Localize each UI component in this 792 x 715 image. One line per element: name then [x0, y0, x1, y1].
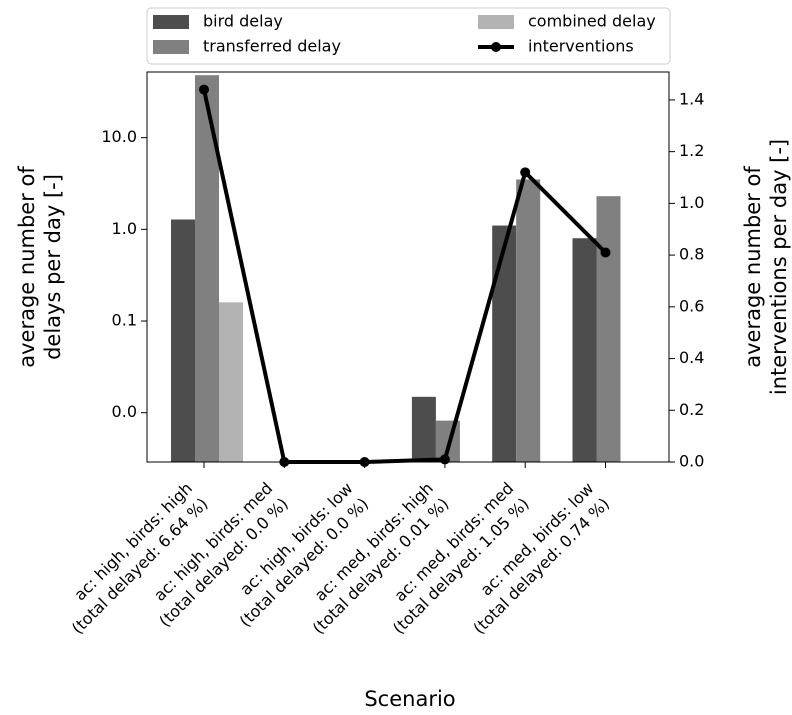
- legend-box: [146, 7, 671, 65]
- y-tick-label: 1.0: [112, 219, 137, 238]
- y2-axis-label-line: average number of: [741, 166, 765, 368]
- bar: [411, 396, 436, 462]
- legend-label: interventions: [528, 37, 634, 56]
- y-axis-label: average number of delays per day [-]: [15, 166, 65, 368]
- legend-swatch: [478, 15, 514, 29]
- y-tick-label: 10.0: [101, 127, 137, 146]
- y-axis-label-line: average number of: [15, 166, 39, 368]
- y2-tick-label: 0.6: [679, 296, 704, 315]
- legend-swatch: [153, 15, 189, 29]
- line-marker: [199, 84, 209, 95]
- bar: [596, 196, 621, 462]
- y2-tick-label: 1.0: [679, 193, 704, 212]
- y2-tick-label: 0.4: [679, 348, 704, 367]
- line-marker: [600, 247, 611, 258]
- y2-tick-label: 1.4: [679, 89, 704, 108]
- bar: [171, 219, 195, 462]
- bar: [492, 225, 517, 462]
- y2-axis-label: average number of interventions per day …: [741, 139, 791, 395]
- y2-tick-label: 0.8: [679, 245, 704, 264]
- bar: [516, 179, 541, 462]
- plot-frame: [146, 71, 670, 463]
- y2-tick-label: 1.2: [679, 141, 704, 160]
- y2-tick-label: 0.0: [679, 452, 704, 471]
- legend-marker: [491, 42, 501, 52]
- bar: [572, 238, 597, 462]
- x-axis-label: Scenario: [364, 687, 455, 711]
- y-axis-label-line: delays per day [-]: [41, 174, 65, 360]
- bar: [219, 302, 243, 462]
- legend-swatch: [153, 40, 189, 54]
- y-tick-label: 0.1: [112, 311, 137, 330]
- y2-axis-label-line: interventions per day [-]: [767, 139, 791, 395]
- y2-tick-label: 0.2: [679, 400, 704, 419]
- y-tick-label: 0.0: [112, 402, 137, 421]
- legend-label: combined delay: [528, 12, 656, 31]
- line: [202, 89, 607, 464]
- line-marker: [520, 167, 531, 178]
- legend-label: bird delay: [203, 12, 283, 31]
- legend-label: transferred delay: [203, 37, 341, 56]
